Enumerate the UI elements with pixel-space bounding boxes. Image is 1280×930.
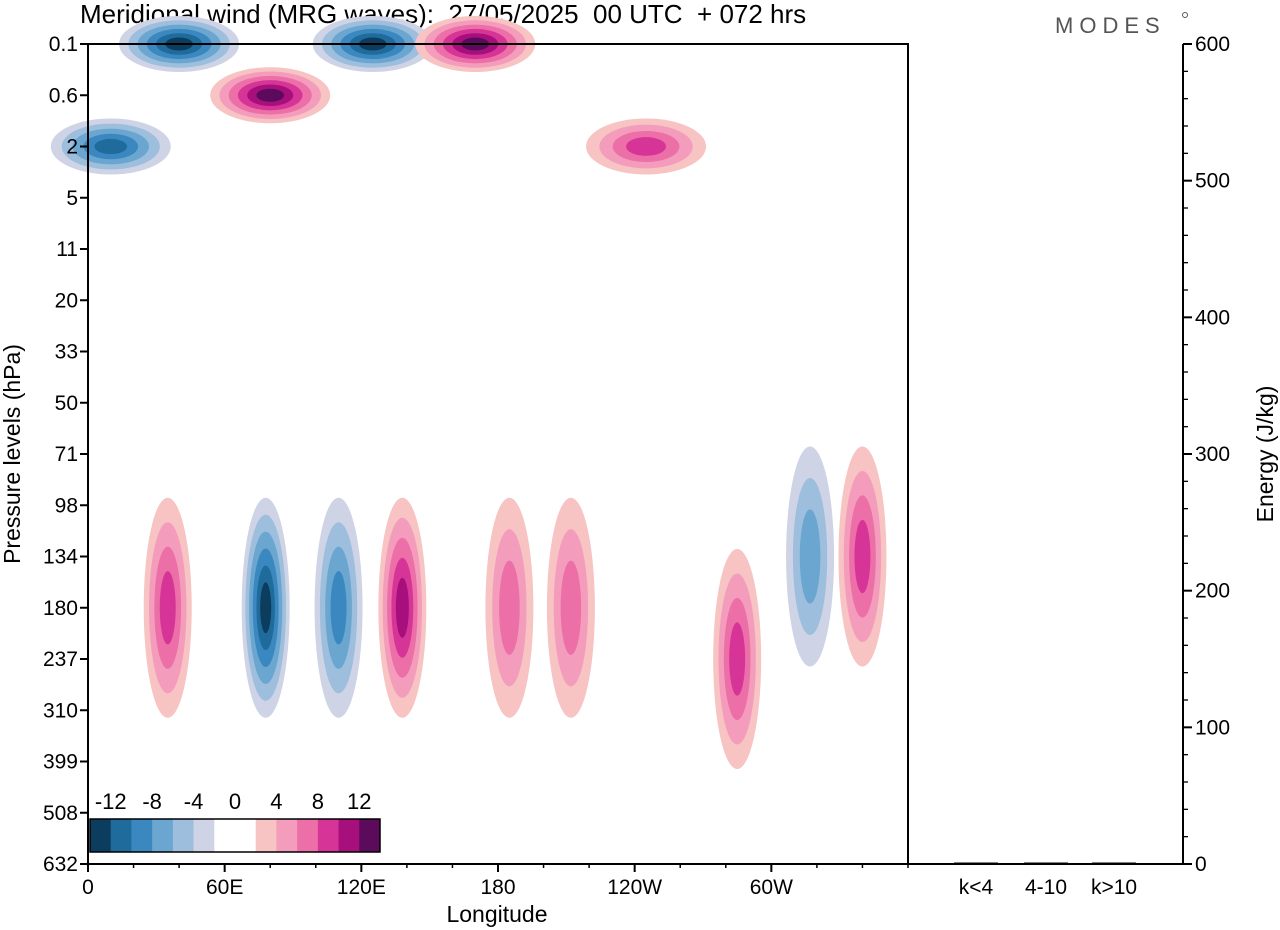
modes-logo: MODES xyxy=(1055,13,1166,38)
contour-cell xyxy=(499,560,520,655)
colorbar-swatch xyxy=(131,819,153,852)
y-tick-label: 33 xyxy=(55,341,78,364)
colorbar-swatch xyxy=(255,819,277,852)
y-axis-label: Pressure levels (hPa) xyxy=(0,344,25,564)
x-tick-label: 60W xyxy=(750,876,793,899)
y-tick-label: 98 xyxy=(55,494,78,517)
energy-tick-label: 0 xyxy=(1195,853,1207,876)
y-tick-label: 20 xyxy=(55,289,78,312)
contour-cell xyxy=(854,519,871,594)
energy-category-label: k>10 xyxy=(1091,876,1137,899)
y-tick-label: 508 xyxy=(43,802,78,825)
energy-category-label: 4-10 xyxy=(1025,876,1067,899)
contour-cell xyxy=(729,622,746,696)
x-tick-label: 180 xyxy=(480,876,515,899)
colorbar-swatch xyxy=(297,819,319,852)
contour-cell xyxy=(395,577,409,638)
energy-bar xyxy=(1024,862,1068,864)
energy-bar xyxy=(954,862,998,864)
colorbar-swatch xyxy=(172,819,195,852)
contour-cell xyxy=(330,571,347,645)
colorbar-swatch xyxy=(110,819,132,852)
energy-tick-label: 500 xyxy=(1195,170,1230,193)
y-tick-label: 0.1 xyxy=(49,33,78,56)
contour-cell xyxy=(626,137,667,156)
x-tick-label: 60E xyxy=(206,876,243,899)
y-tick-label: 0.6 xyxy=(49,84,78,107)
y-tick-label: 5 xyxy=(66,187,78,210)
colorbar: -12 -8 -4 0 4 8 12 xyxy=(89,789,381,853)
colorbar-frame xyxy=(89,818,381,853)
y-tick-label: 180 xyxy=(43,597,78,620)
x-tick-label: 120E xyxy=(337,876,386,899)
colorbar-label: -12 xyxy=(95,789,127,814)
contour-cell xyxy=(260,582,272,634)
heatmap-panel xyxy=(50,16,908,864)
contour-cell xyxy=(560,560,582,655)
y-tick-label: 310 xyxy=(43,699,78,722)
colorbar-swatch xyxy=(193,819,215,852)
contour-cell xyxy=(159,571,176,645)
colorbar-label: -8 xyxy=(142,789,162,814)
energy-tick-label: 400 xyxy=(1195,306,1230,329)
energy-tick-label: 200 xyxy=(1195,580,1230,603)
colorbar-label: -4 xyxy=(184,789,204,814)
colorbar-label: 12 xyxy=(347,789,371,814)
y-tick-label: 11 xyxy=(56,238,78,261)
colorbar-swatch xyxy=(276,819,298,852)
contour-cell xyxy=(94,138,128,155)
colorbar-label: 4 xyxy=(270,789,282,814)
y-tick-label: 50 xyxy=(55,392,78,415)
x-tick-label: 120W xyxy=(607,876,662,899)
y-tick-label: 237 xyxy=(43,648,78,671)
energy-axis-label: Energy (J/kg) xyxy=(1252,386,1278,523)
energy-tick-label: 100 xyxy=(1195,716,1230,739)
energy-category-label: k<4 xyxy=(959,876,994,899)
colorbar-label: 0 xyxy=(229,789,241,814)
colorbar-label: 8 xyxy=(312,789,324,814)
y-tick-label: 2 xyxy=(66,136,78,159)
y-tick-label: 71 xyxy=(55,443,78,466)
energy-tick-label: 300 xyxy=(1195,443,1230,466)
x-axis-label: Longitude xyxy=(446,901,547,927)
contour-cell xyxy=(799,509,821,604)
y-tick-label: 134 xyxy=(43,546,78,569)
colorbar-swatch xyxy=(338,819,360,852)
colorbar-swatch xyxy=(235,819,257,852)
logo-registered-mark xyxy=(1182,12,1188,18)
y-tick-label: 632 xyxy=(43,853,78,876)
colorbar-swatch xyxy=(152,819,174,852)
colorbar-swatch xyxy=(214,819,236,852)
energy-bar xyxy=(1092,862,1136,864)
colorbar-swatch xyxy=(317,819,340,852)
x-tick-label: 0 xyxy=(82,876,94,899)
y-tick-label: 399 xyxy=(43,751,78,774)
colorbar-swatch xyxy=(90,819,112,852)
contour-cell xyxy=(256,88,285,102)
colorbar-swatch xyxy=(359,819,381,852)
energy-tick-label: 600 xyxy=(1195,33,1230,56)
